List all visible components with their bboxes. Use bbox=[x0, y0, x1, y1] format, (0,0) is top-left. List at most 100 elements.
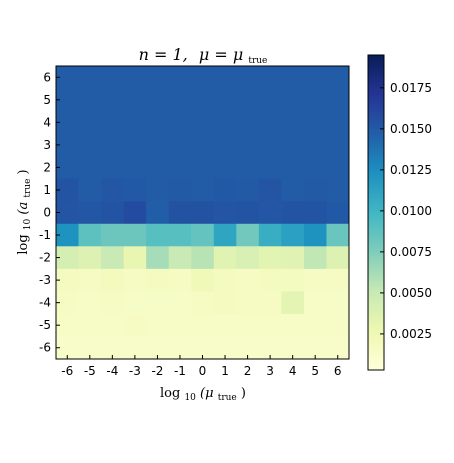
heatmap-cell bbox=[101, 156, 125, 180]
colorbar-tick-label: 0.0025 bbox=[390, 327, 432, 341]
x-tick-label: -6 bbox=[61, 364, 73, 378]
heatmap-cell bbox=[281, 201, 305, 225]
heatmap-cell bbox=[213, 66, 237, 89]
heatmap-cell bbox=[56, 223, 79, 247]
heatmap-cell bbox=[213, 111, 237, 135]
heatmap-cell bbox=[326, 223, 350, 247]
heatmap-cell bbox=[258, 66, 282, 89]
title-mu-true: μ bbox=[233, 45, 243, 64]
heatmap-cell bbox=[281, 156, 305, 180]
heatmap-cell bbox=[258, 336, 282, 360]
heatmap-cell bbox=[236, 201, 260, 225]
heatmap-cell bbox=[236, 246, 260, 270]
heatmap-cell bbox=[281, 336, 305, 360]
heatmap-cell bbox=[191, 111, 215, 135]
heatmap-cell bbox=[303, 336, 327, 360]
heatmap-cell bbox=[56, 88, 79, 112]
heatmap-cell bbox=[281, 268, 305, 292]
heatmap-cell bbox=[236, 291, 260, 315]
title-n-label: n = 1, bbox=[139, 45, 188, 64]
heatmap-cell bbox=[326, 336, 350, 360]
heatmap-cell bbox=[258, 156, 282, 180]
heatmap-cell bbox=[236, 111, 260, 135]
heatmap-cell bbox=[213, 156, 237, 180]
heatmap-cell bbox=[191, 246, 215, 270]
x-tick-label: 4 bbox=[289, 364, 297, 378]
heatmap-cell bbox=[236, 66, 260, 89]
x-label-base: 10 bbox=[184, 393, 196, 403]
heatmap-cell bbox=[303, 291, 327, 315]
heatmap-cell bbox=[236, 223, 260, 247]
heatmap-cell bbox=[258, 201, 282, 225]
heatmap-cell bbox=[101, 133, 125, 157]
heatmap-cell bbox=[213, 268, 237, 292]
heatmap-cell bbox=[213, 291, 237, 315]
heatmap-cell bbox=[236, 133, 260, 157]
heatmap-cell bbox=[56, 268, 79, 292]
heatmap-cell bbox=[191, 291, 215, 315]
heatmap-cell bbox=[146, 133, 170, 157]
colorbar bbox=[367, 54, 385, 371]
heatmap-cell bbox=[78, 268, 102, 292]
heatmap-cell bbox=[258, 291, 282, 315]
x-label-prefix: log bbox=[160, 386, 180, 401]
heatmap-cell bbox=[146, 223, 170, 247]
heatmap-cell bbox=[326, 313, 350, 337]
heatmap-cell bbox=[258, 111, 282, 135]
heatmap-cell bbox=[78, 178, 102, 202]
heatmap-cells bbox=[56, 66, 350, 360]
heatmap-cell bbox=[123, 178, 147, 202]
heatmap-cell bbox=[168, 66, 192, 89]
heatmap-cell bbox=[78, 336, 102, 360]
heatmap-cell bbox=[168, 88, 192, 112]
heatmap-cell bbox=[191, 178, 215, 202]
heatmap-cell bbox=[326, 133, 350, 157]
y-tick-label: 5 bbox=[43, 93, 51, 107]
heatmap-cell bbox=[191, 313, 215, 337]
heatmap-cell bbox=[191, 223, 215, 247]
y-tick-label: -3 bbox=[39, 273, 51, 287]
y-tick-label: 6 bbox=[43, 70, 51, 84]
y-tick-label: -6 bbox=[39, 341, 51, 355]
heatmap-cell bbox=[123, 223, 147, 247]
heatmap-cell bbox=[191, 336, 215, 360]
heatmap-cell bbox=[56, 133, 79, 157]
heatmap-cell bbox=[101, 111, 125, 135]
y-tick-label: 1 bbox=[43, 183, 51, 197]
heatmap-cell bbox=[168, 313, 192, 337]
heatmap-cell bbox=[78, 291, 102, 315]
heatmap-cell bbox=[123, 111, 147, 135]
heatmap-cell bbox=[191, 268, 215, 292]
heatmap-cell bbox=[258, 223, 282, 247]
heatmap-cell bbox=[101, 246, 125, 270]
x-label-suffix: ) bbox=[241, 386, 246, 401]
heatmap-cell bbox=[191, 133, 215, 157]
heatmap-cell bbox=[213, 88, 237, 112]
heatmap-cell bbox=[168, 133, 192, 157]
heatmap-cell bbox=[191, 88, 215, 112]
heatmap-cell bbox=[326, 291, 350, 315]
heatmap-cell bbox=[168, 178, 192, 202]
heatmap-cell bbox=[78, 313, 102, 337]
y-label-prefix: log bbox=[16, 234, 31, 254]
heatmap-cell bbox=[146, 156, 170, 180]
heatmap-cell bbox=[78, 133, 102, 157]
heatmap-cell bbox=[168, 223, 192, 247]
heatmap-cell bbox=[326, 111, 350, 135]
heatmap-cell bbox=[303, 223, 327, 247]
heatmap-cell bbox=[213, 178, 237, 202]
heatmap-cell bbox=[146, 111, 170, 135]
heatmap-cell bbox=[101, 313, 125, 337]
heatmap-cell bbox=[213, 246, 237, 270]
x-tick-label: 3 bbox=[266, 364, 274, 378]
x-tick-label: -3 bbox=[129, 364, 141, 378]
heatmap-cell bbox=[326, 66, 350, 89]
heatmap-cell bbox=[146, 313, 170, 337]
heatmap-cell bbox=[56, 66, 79, 89]
heatmap-cell bbox=[236, 156, 260, 180]
heatmap-cell bbox=[78, 156, 102, 180]
heatmap-cell bbox=[168, 201, 192, 225]
heatmap-cell bbox=[236, 268, 260, 292]
heatmap-cell bbox=[236, 88, 260, 112]
heatmap-cell bbox=[56, 178, 79, 202]
